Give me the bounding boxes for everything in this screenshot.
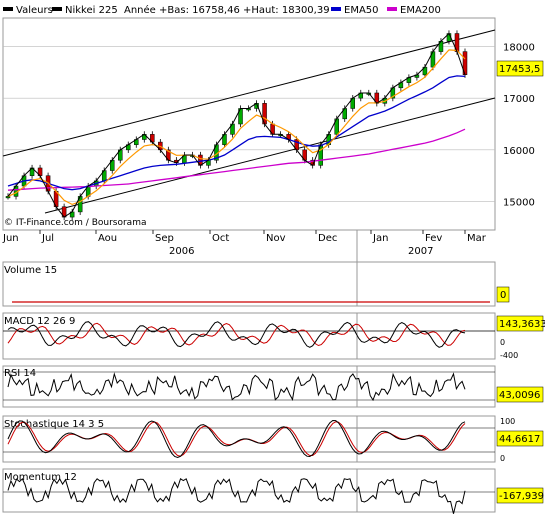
price-panel: 15000 16000 17000 18000 17453,5 © IT-Financ… (2, 17, 544, 231)
legend: Valeurs Nikkei 225 Année +Bas: 16758,46 … (3, 4, 441, 16)
legend-range: Année +Bas: 16758,46 +Haut: 18300,39 (124, 4, 330, 16)
x-tick-mar: Mar (467, 233, 487, 244)
rsi-value-label: 43,0096 (499, 390, 540, 401)
x-tick-jan: Jan (372, 233, 388, 244)
legend-marker-valeurs (3, 7, 13, 11)
macd-value-label: 143,3633 (499, 319, 545, 330)
volume-panel: Volume 15 0 (2, 261, 510, 307)
stochastic-title: Stochastique 14 3 5 (4, 419, 104, 430)
rsi-line (7, 372, 466, 402)
year-label-2007: 2007 (408, 246, 433, 257)
year-label-2006: 2006 (169, 246, 194, 257)
rsi-panel: RSI 14 43,0096 (2, 365, 544, 408)
volume-value-box (496, 286, 510, 303)
momentum-value-box (496, 487, 544, 504)
legend-ema50: EMA50 (344, 5, 379, 16)
price-y-ticks: 15000 16000 17000 18000 (503, 42, 535, 208)
price-grid (3, 46, 495, 202)
macd-tick-0: 0 (500, 338, 505, 347)
volume-panel-frame (2, 261, 496, 307)
stochastic-panel: Stochastique 14 3 5 100 44,6617 0 (2, 415, 544, 463)
momentum-value-label: -167,939 (499, 491, 544, 502)
legend-ema200: EMA200 (400, 5, 441, 16)
copyright-text: © IT-Finance.com / Boursorama (4, 218, 146, 228)
price-y-tick-16000: 16000 (503, 146, 535, 157)
x-tick-fev: Fev (425, 233, 442, 244)
macd-line (7, 321, 466, 348)
momentum-panel: Momentum 12 -167,939 (2, 468, 544, 514)
macd-signal-line (7, 322, 466, 347)
macd-value-box (496, 315, 544, 332)
x-tick-oct: Oct (212, 233, 229, 244)
macd-panel-frame (2, 312, 496, 360)
volume-value-label: 0 (500, 290, 506, 301)
candle-body-0 (5, 196, 11, 199)
legend-nikkei: Nikkei 225 (65, 5, 118, 16)
price-y-tick-15000: 15000 (503, 198, 535, 209)
candle-body-57 (462, 51, 468, 75)
stochastic-tick-0: 0 (500, 454, 505, 463)
price-y-tick-17000: 17000 (503, 94, 535, 105)
momentum-title: Momentum 12 (4, 472, 77, 483)
channel-upper-line (2, 29, 496, 157)
price-panel-frame (2, 17, 496, 231)
legend-marker-nikkei (52, 7, 62, 11)
x-tick-nov: Nov (266, 233, 286, 244)
price-y-tick-18000: 18000 (503, 42, 535, 53)
last-value-box (496, 60, 544, 77)
rsi-panel-frame (2, 365, 496, 408)
x-tick-aou: Aou (98, 233, 117, 244)
stochastic-line (7, 419, 466, 459)
macd-title: MACD 12 26 9 (4, 316, 75, 327)
channel-lower-line (44, 97, 496, 214)
rsi-value-box (496, 386, 544, 403)
stochastic-value-box (496, 430, 544, 447)
momentum-panel-frame (2, 468, 496, 513)
volume-title: Volume 15 (4, 265, 57, 276)
macd-tick-minus400: -400 (500, 351, 518, 360)
x-tick-jul: Jul (41, 233, 54, 244)
ema-short-line (7, 49, 466, 206)
last-value-label: 17453,5 (499, 64, 540, 75)
x-tick-jun: Jun (2, 233, 19, 244)
legend-valeurs: Valeurs (16, 5, 53, 16)
stochastic-value-label: 44,6617 (499, 434, 540, 445)
ema50-line (7, 75, 466, 191)
rsi-title: RSI 14 (4, 368, 36, 379)
stochastic-panel-frame (2, 415, 496, 463)
nikkei-price-line (7, 32, 466, 218)
legend-marker-ema50 (331, 7, 341, 11)
x-tick-dec: Dec (318, 233, 337, 244)
x-tick-sep: Sep (155, 233, 174, 244)
macd-panel: MACD 12 26 9 143,3633 0 -400 (2, 312, 545, 360)
legend-marker-ema200 (387, 7, 397, 11)
momentum-line (7, 477, 466, 514)
stochastic-tick-100: 100 (500, 417, 515, 426)
x-axis-labels: Jun Jul Aou Sep Oct Nov Dec Jan Fev Mar (2, 230, 487, 244)
